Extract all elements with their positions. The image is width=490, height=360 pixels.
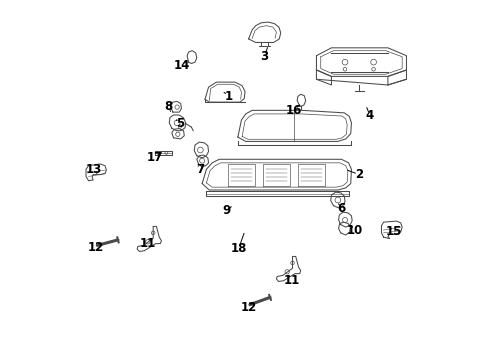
Text: 8: 8 [164, 100, 172, 113]
Text: 10: 10 [347, 224, 363, 237]
Text: 12: 12 [88, 240, 104, 254]
Text: 4: 4 [366, 109, 374, 122]
Text: 17: 17 [147, 151, 163, 165]
Text: 1: 1 [225, 90, 233, 103]
Text: 11: 11 [140, 237, 156, 250]
Text: 3: 3 [261, 50, 269, 63]
Text: 7: 7 [196, 163, 204, 176]
Text: 15: 15 [386, 225, 402, 238]
Text: 11: 11 [284, 274, 300, 287]
Text: 2: 2 [355, 168, 364, 181]
Text: 5: 5 [176, 117, 184, 130]
Text: 12: 12 [241, 301, 257, 314]
Text: 9: 9 [222, 204, 231, 217]
Text: 6: 6 [337, 202, 345, 215]
Text: 16: 16 [286, 104, 302, 117]
Text: 13: 13 [86, 163, 102, 176]
Text: 14: 14 [173, 59, 190, 72]
Text: 18: 18 [230, 242, 247, 255]
